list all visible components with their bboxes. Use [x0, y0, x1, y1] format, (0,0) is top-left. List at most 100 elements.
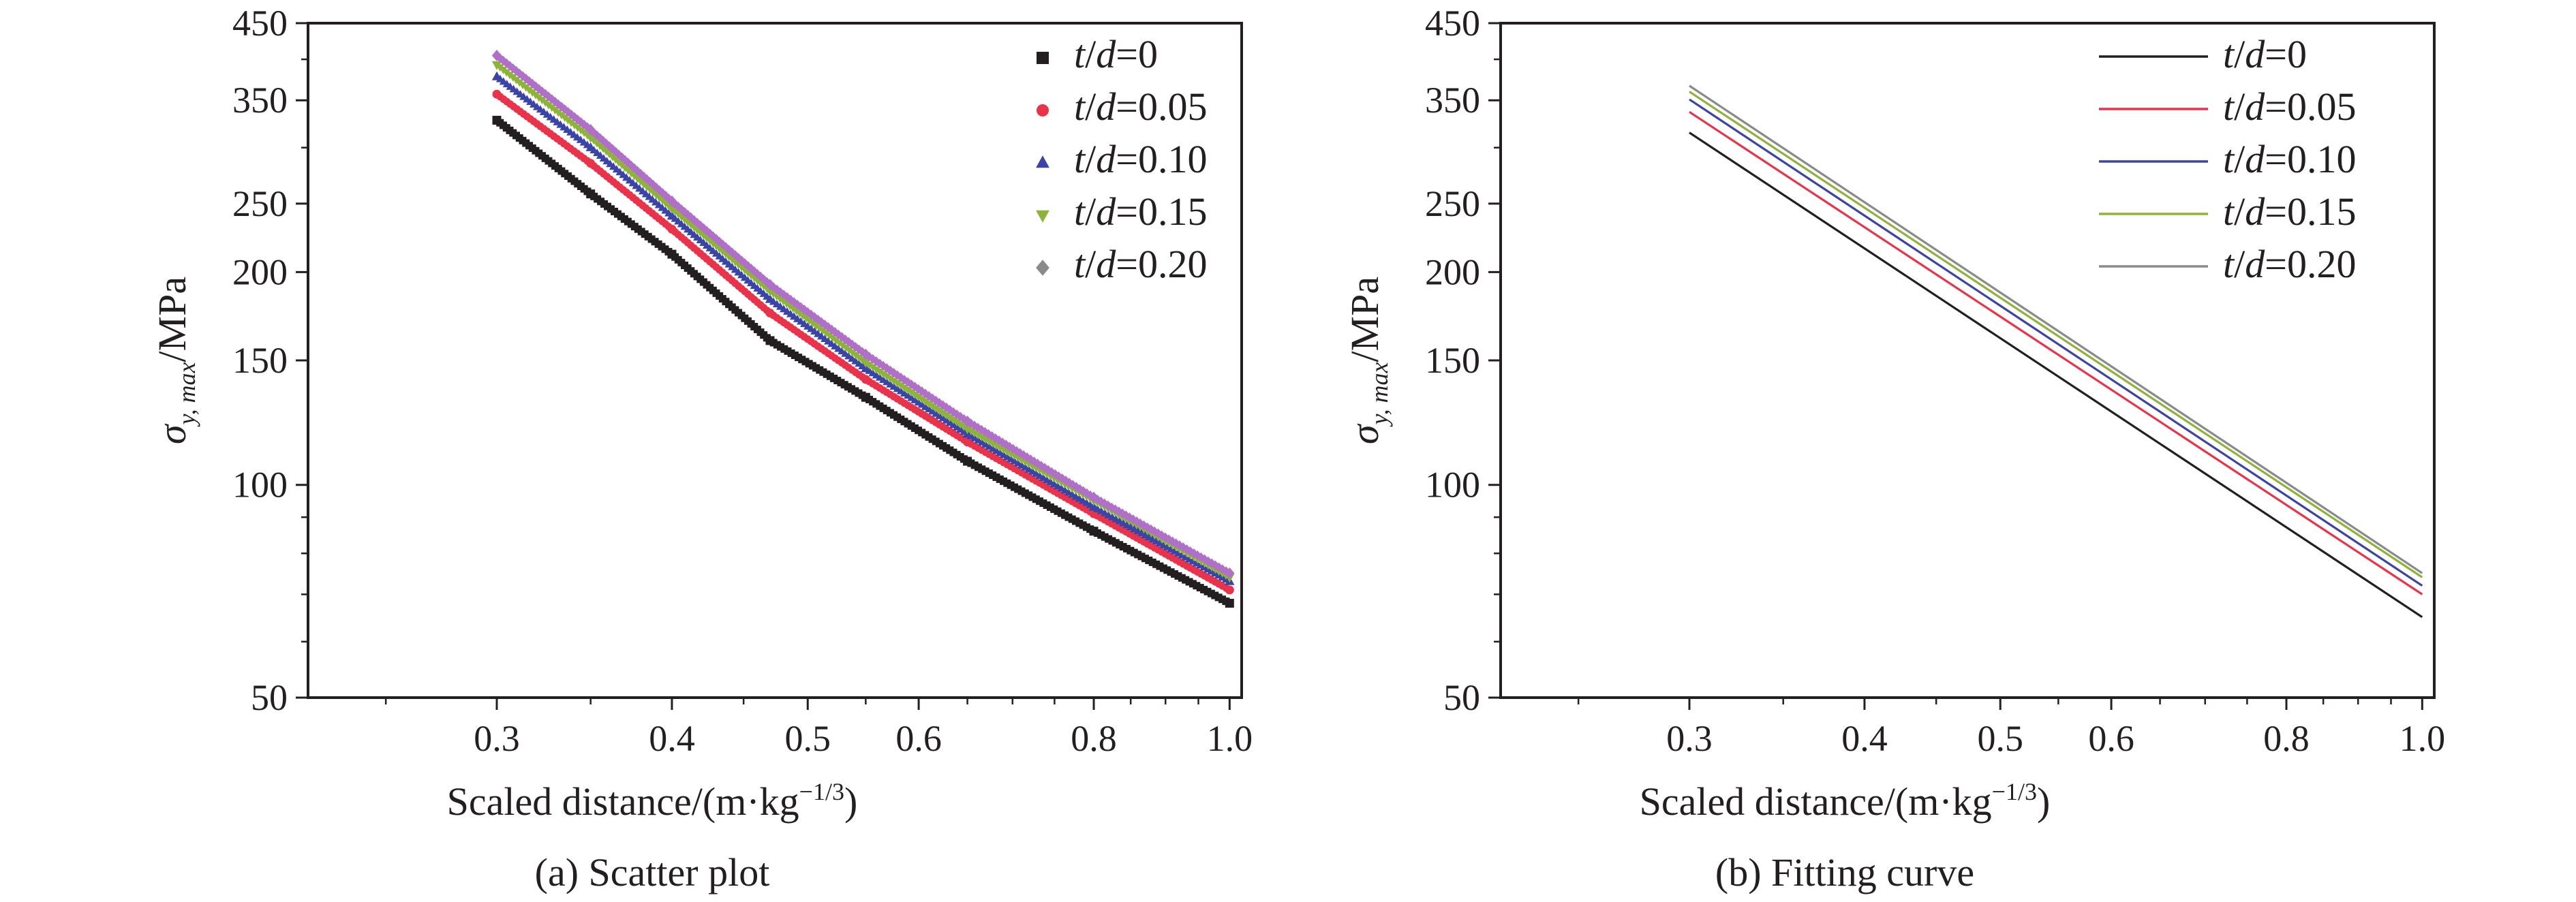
legend-scatter: t/d=0 t/d=0.05 t/d=0.10 t/d=0.15 t/d=0.20	[1036, 32, 1207, 286]
scatter-marker	[904, 386, 913, 394]
x-tick-label: 1.0	[1207, 718, 1253, 759]
scatter-point	[492, 89, 502, 99]
x-tick-label: 1.0	[2399, 718, 2446, 759]
scatter-marker	[544, 91, 553, 102]
scatter-marker	[953, 419, 962, 427]
scatter-marker	[872, 366, 880, 374]
legend-marker	[1036, 260, 1049, 276]
scatter-marker	[900, 384, 909, 392]
legend-label: t/d=0.05	[1074, 84, 1207, 129]
scatter-marker	[605, 141, 614, 151]
scatter-marker	[831, 327, 840, 337]
scatter-marker	[914, 394, 923, 402]
y-tick-label: 450	[232, 3, 288, 44]
legend-label: t/d=0.20	[2223, 242, 2356, 286]
x-axis-label-main: Scaled distance/(m·kg	[1640, 779, 1992, 824]
scatter-marker	[772, 284, 782, 295]
y-tick-label: 150	[1425, 340, 1480, 381]
scatter-series	[492, 89, 1234, 595]
legend-item: t/d=0.10	[2099, 137, 2356, 181]
scatter-marker	[614, 149, 624, 159]
scatter-point	[491, 50, 502, 61]
scatter-marker	[567, 109, 576, 120]
scatter-point	[765, 294, 776, 303]
y-axis-label-subscript: y, max	[1366, 362, 1393, 427]
x-tick-label: 0.6	[895, 718, 942, 759]
fit-line	[1689, 91, 2423, 578]
scatter-point	[666, 211, 677, 220]
scatter-point	[962, 425, 972, 435]
scatter-point	[492, 115, 502, 125]
scatter-series	[492, 115, 1234, 608]
y-axis-label-sigma: σ	[1343, 423, 1387, 444]
x-tick-label: 0.3	[474, 718, 520, 759]
scatter-point	[861, 363, 871, 373]
scatter-marker	[637, 168, 645, 179]
legend-label: t/d=0.10	[2223, 137, 2356, 181]
legend-item: t/d=0.20	[2099, 242, 2356, 286]
x-tick-label: 0.8	[2263, 718, 2310, 759]
scatter-marker	[502, 58, 511, 68]
x-tick-label: 0.8	[1071, 718, 1117, 759]
x-axis-label-main: Scaled distance/(m·kg	[447, 779, 799, 824]
legend-marker	[1037, 52, 1049, 64]
x-tick-label: 0.5	[784, 718, 831, 759]
y-tick-label: 350	[232, 80, 288, 121]
scatter-marker	[893, 379, 902, 388]
x-axis-label-exponent: −1/3	[1992, 778, 2037, 805]
scatter-marker	[534, 84, 543, 94]
panel-caption: (a) Scatter plot	[535, 850, 770, 895]
x-axis-label-exponent: −1/3	[799, 778, 844, 805]
y-tick-label: 250	[232, 183, 288, 224]
axes-fitting: 0.3 0.4 0.5 0.6 0.8 1.0 50 100 150 200 250 350 450	[1425, 3, 2445, 759]
scatter-marker	[779, 290, 788, 300]
scatter-marker	[945, 414, 954, 422]
scatter-marker	[886, 375, 895, 384]
scatter-marker	[589, 127, 598, 138]
scatter-point	[963, 437, 972, 447]
panel-caption: (b) Fitting curve	[1715, 850, 1974, 895]
scatter-point	[765, 309, 775, 318]
x-axis-label: Scaled distance/(m·kg−1/3)	[1640, 778, 2051, 824]
plot-area-scatter	[491, 50, 1235, 608]
scatter-marker	[661, 191, 670, 201]
scatter-marker	[803, 307, 812, 317]
scatter-marker	[942, 411, 951, 420]
y-axis-label-subscript: y, max	[173, 362, 200, 427]
scatter-marker	[935, 407, 944, 416]
scatter-marker	[807, 309, 816, 320]
scatter-series	[491, 50, 1235, 579]
y-tick-label: 50	[1443, 677, 1480, 718]
scatter-marker	[977, 434, 986, 442]
scatter-marker	[917, 396, 926, 404]
legend-label: t/d=0.10	[1074, 137, 1207, 181]
chart-panel-scatter: 0.3 0.4 0.5 0.6 0.8 1.0 50 100 150 200 250 350 450 t…	[150, 3, 1253, 895]
scatter-marker	[879, 371, 888, 379]
scatter-marker	[889, 377, 898, 386]
fit-line	[1689, 131, 2423, 619]
scatter-marker	[949, 416, 958, 424]
fit-line	[1689, 84, 2423, 574]
scatter-point	[585, 142, 596, 151]
scatter-marker	[921, 398, 930, 406]
legend-item: t/d=0.15	[1036, 189, 1207, 234]
scatter-marker	[611, 146, 620, 157]
legend-label: t/d=0	[2223, 32, 2307, 76]
scatter-marker	[883, 373, 891, 381]
scatter-marker	[928, 403, 937, 411]
scatter-marker	[907, 389, 916, 397]
scatter-marker	[782, 292, 792, 302]
scatter-marker	[521, 74, 530, 84]
legend-item: t/d=0.05	[2099, 84, 2356, 129]
scatter-marker	[896, 382, 905, 390]
scatter-point	[861, 358, 871, 368]
scatter-marker	[868, 364, 877, 372]
scatter-point	[765, 336, 775, 345]
x-tick-label: 0.6	[2088, 718, 2134, 759]
scatter-marker	[974, 432, 983, 440]
legend-marker	[1037, 104, 1049, 116]
scatter-point	[861, 348, 871, 360]
legend-label: t/d=0.15	[1074, 189, 1207, 234]
scatter-marker	[664, 193, 673, 204]
x-tick-label: 0.3	[1666, 718, 1713, 759]
